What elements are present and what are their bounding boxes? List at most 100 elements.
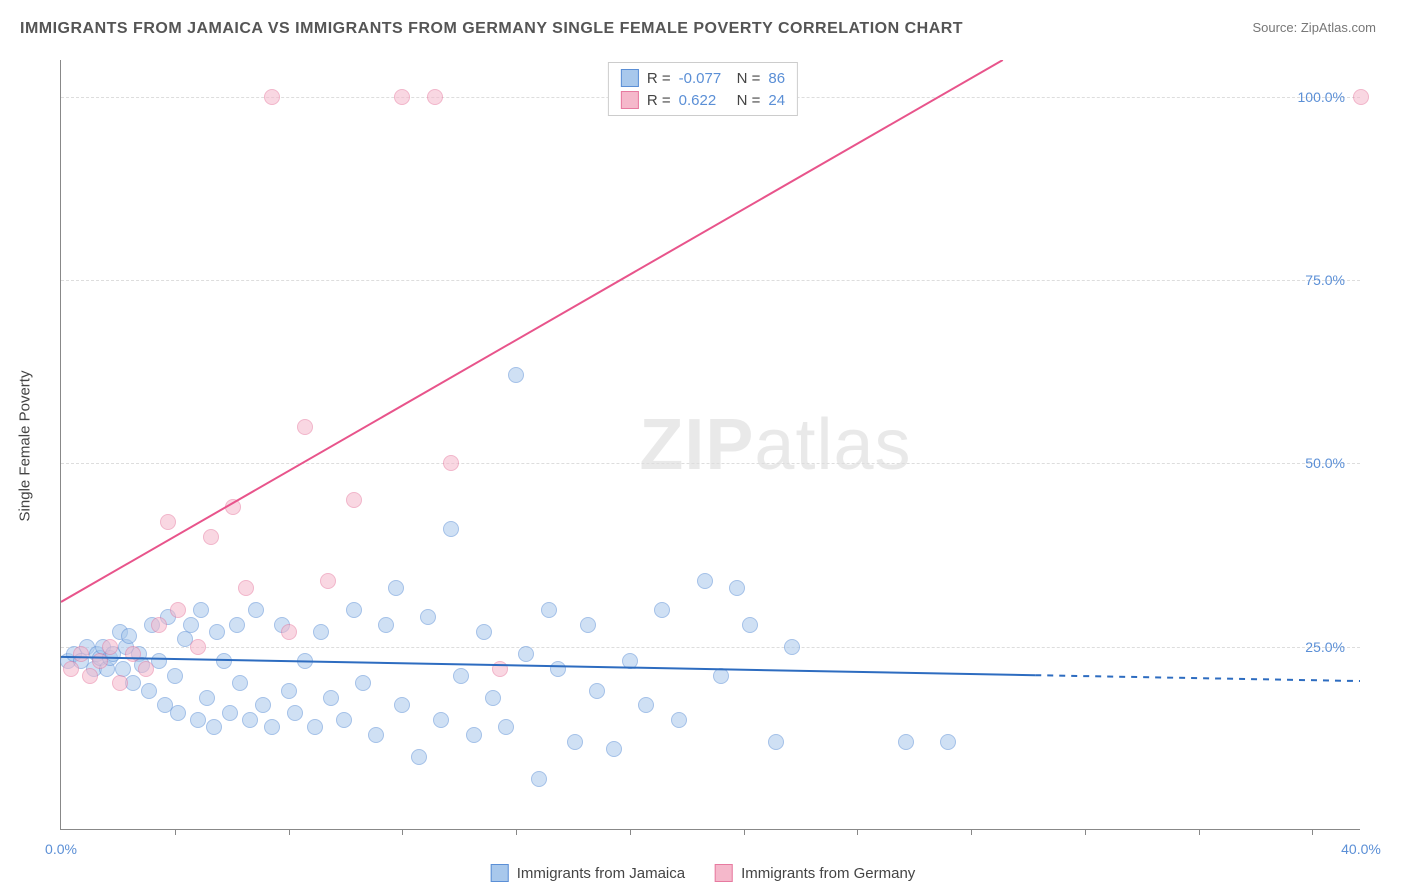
data-point-jamaica [498, 719, 514, 735]
data-point-jamaica [713, 668, 729, 684]
data-point-jamaica [768, 734, 784, 750]
ytick-label: 75.0% [1305, 272, 1345, 288]
data-point-germany [190, 639, 206, 655]
data-point-jamaica [394, 697, 410, 713]
data-point-jamaica [784, 639, 800, 655]
data-point-germany [427, 89, 443, 105]
xtick-label: 40.0% [1341, 841, 1381, 857]
y-axis-label: Single Female Poverty [17, 371, 34, 522]
ytick-label: 25.0% [1305, 639, 1345, 655]
data-point-jamaica [541, 602, 557, 618]
data-point-jamaica [531, 771, 547, 787]
data-point-jamaica [638, 697, 654, 713]
data-point-jamaica [170, 705, 186, 721]
legend-item-jamaica: Immigrants from Jamaica [491, 864, 685, 882]
data-point-jamaica [222, 705, 238, 721]
data-point-germany [73, 646, 89, 662]
xtick-mark [1085, 829, 1086, 835]
data-point-jamaica [550, 661, 566, 677]
legend-correlation-box: R = -0.077 N = 86 R = 0.622 N = 24 [608, 62, 798, 116]
data-point-jamaica [606, 741, 622, 757]
xtick-mark [857, 829, 858, 835]
data-point-jamaica [476, 624, 492, 640]
data-point-jamaica [443, 521, 459, 537]
data-point-jamaica [378, 617, 394, 633]
data-point-jamaica [420, 609, 436, 625]
data-point-germany [63, 661, 79, 677]
data-point-germany [320, 573, 336, 589]
data-point-jamaica [697, 573, 713, 589]
data-point-jamaica [229, 617, 245, 633]
data-point-jamaica [346, 602, 362, 618]
data-point-germany [160, 514, 176, 530]
data-point-jamaica [297, 653, 313, 669]
data-point-jamaica [287, 705, 303, 721]
xtick-mark [971, 829, 972, 835]
data-point-jamaica [485, 690, 501, 706]
legend-n-value: 24 [768, 92, 785, 109]
legend-n-value: 86 [768, 70, 785, 87]
data-point-jamaica [313, 624, 329, 640]
source-label: Source: ZipAtlas.com [1252, 20, 1376, 35]
legend-n-label: N = [737, 92, 761, 109]
legend-stat-row-germany: R = 0.622 N = 24 [621, 89, 785, 111]
data-point-jamaica [355, 675, 371, 691]
ytick-label: 50.0% [1305, 455, 1345, 471]
data-point-jamaica [742, 617, 758, 633]
data-point-germany [297, 419, 313, 435]
xtick-mark [744, 829, 745, 835]
data-point-jamaica [206, 719, 222, 735]
data-point-germany [281, 624, 297, 640]
legend-r-value: -0.077 [679, 70, 729, 87]
legend-swatch-germany [621, 91, 639, 109]
data-point-jamaica [580, 617, 596, 633]
trendline-dash-jamaica [1035, 675, 1360, 681]
data-point-jamaica [940, 734, 956, 750]
data-point-jamaica [141, 683, 157, 699]
legend-item-germany: Immigrants from Germany [715, 864, 915, 882]
data-point-jamaica [518, 646, 534, 662]
chart-container: IMMIGRANTS FROM JAMAICA VS IMMIGRANTS FR… [0, 0, 1406, 892]
data-point-germany [82, 668, 98, 684]
data-point-jamaica [115, 661, 131, 677]
data-point-jamaica [508, 367, 524, 383]
data-point-germany [1353, 89, 1369, 105]
gridline [61, 647, 1360, 648]
xtick-mark [175, 829, 176, 835]
watermark: ZIPatlas [639, 404, 911, 486]
data-point-germany [443, 455, 459, 471]
gridline [61, 463, 1360, 464]
data-point-jamaica [183, 617, 199, 633]
data-point-jamaica [622, 653, 638, 669]
data-point-jamaica [323, 690, 339, 706]
data-point-germany [203, 529, 219, 545]
data-point-jamaica [368, 727, 384, 743]
data-point-jamaica [199, 690, 215, 706]
data-point-germany [92, 653, 108, 669]
plot-area: ZIPatlas 25.0%50.0%75.0%100.0%0.0%40.0% [60, 60, 1360, 830]
legend-r-label: R = [647, 92, 671, 109]
xtick-mark [516, 829, 517, 835]
data-point-jamaica [567, 734, 583, 750]
gridline [61, 280, 1360, 281]
legend-label: Immigrants from Germany [741, 865, 915, 882]
data-point-jamaica [388, 580, 404, 596]
data-point-jamaica [193, 602, 209, 618]
data-point-germany [112, 675, 128, 691]
data-point-jamaica [264, 719, 280, 735]
data-point-jamaica [209, 624, 225, 640]
legend-r-value: 0.622 [679, 92, 729, 109]
data-point-germany [102, 639, 118, 655]
data-point-jamaica [411, 749, 427, 765]
legend-n-label: N = [737, 70, 761, 87]
legend-label: Immigrants from Jamaica [517, 865, 685, 882]
trend-lines [61, 60, 1360, 829]
xtick-label: 0.0% [45, 841, 77, 857]
trendline-germany [61, 60, 1003, 602]
data-point-jamaica [671, 712, 687, 728]
data-point-jamaica [453, 668, 469, 684]
data-point-jamaica [466, 727, 482, 743]
legend-swatch-jamaica [621, 69, 639, 87]
data-point-germany [346, 492, 362, 508]
data-point-germany [225, 499, 241, 515]
